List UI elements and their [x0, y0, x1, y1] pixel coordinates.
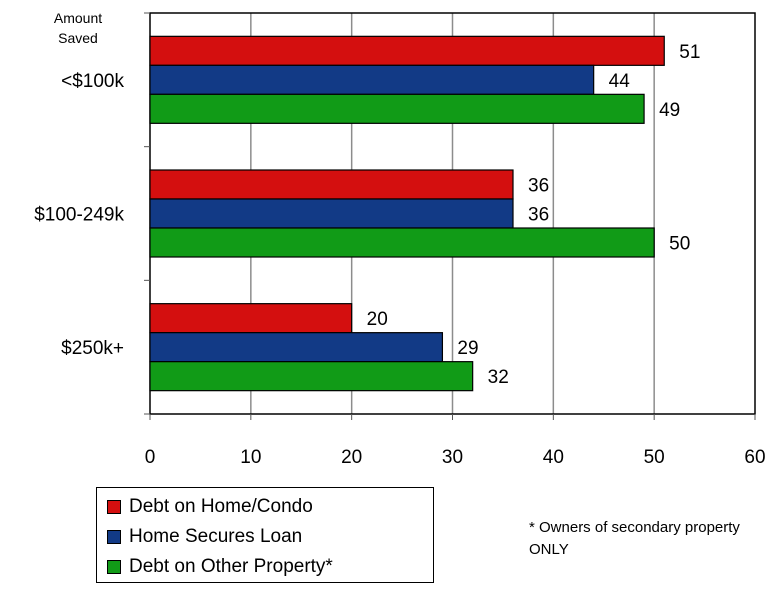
- category-label: $100-249k: [34, 205, 124, 226]
- legend-label: Debt on Home/Condo: [129, 496, 313, 517]
- category-label: $250k+: [61, 338, 124, 359]
- data-label: 50: [669, 234, 690, 255]
- category-label: <$100k: [61, 71, 124, 92]
- data-label: 51: [679, 42, 700, 63]
- data-label: 36: [528, 176, 549, 197]
- bar: [149, 64, 595, 95]
- legend-swatch-home-condo: [107, 500, 121, 514]
- legend-item: Home Secures Loan: [107, 522, 433, 552]
- bar: [149, 169, 514, 200]
- data-label: 36: [528, 205, 549, 226]
- legend-item: Debt on Home/Condo: [107, 492, 433, 522]
- legend-label: Home Secures Loan: [129, 526, 303, 547]
- data-label: 32: [488, 367, 509, 388]
- x-tick-label: 20: [341, 447, 362, 468]
- x-tick-label: 40: [543, 447, 564, 468]
- bar: [149, 35, 665, 66]
- bar: [149, 227, 655, 258]
- data-label: 29: [457, 338, 478, 359]
- bar: [149, 361, 474, 392]
- bar: [149, 93, 645, 124]
- legend-swatch-other-property: [107, 560, 121, 574]
- x-tick-label: 0: [145, 447, 156, 468]
- bar: [149, 198, 514, 229]
- legend-item: Debt on Other Property*: [107, 552, 433, 582]
- x-tick-label: 50: [644, 447, 665, 468]
- footnote: * Owners of secondary property ONLY: [529, 519, 740, 558]
- x-tick-label: 60: [744, 447, 765, 468]
- bar: [149, 303, 353, 334]
- legend: Debt on Home/Condo Home Secures Loan Deb…: [96, 487, 434, 583]
- bar: [149, 332, 444, 363]
- data-label: 44: [609, 71, 631, 92]
- legend-label: Debt on Other Property*: [129, 556, 333, 577]
- legend-swatch-home-secures-loan: [107, 530, 121, 544]
- x-tick-label: 10: [240, 447, 261, 468]
- data-label: 49: [659, 100, 680, 121]
- y-axis-corner-label: Amount Saved: [53, 10, 103, 46]
- data-label: 20: [367, 309, 388, 330]
- x-tick-label: 30: [442, 447, 463, 468]
